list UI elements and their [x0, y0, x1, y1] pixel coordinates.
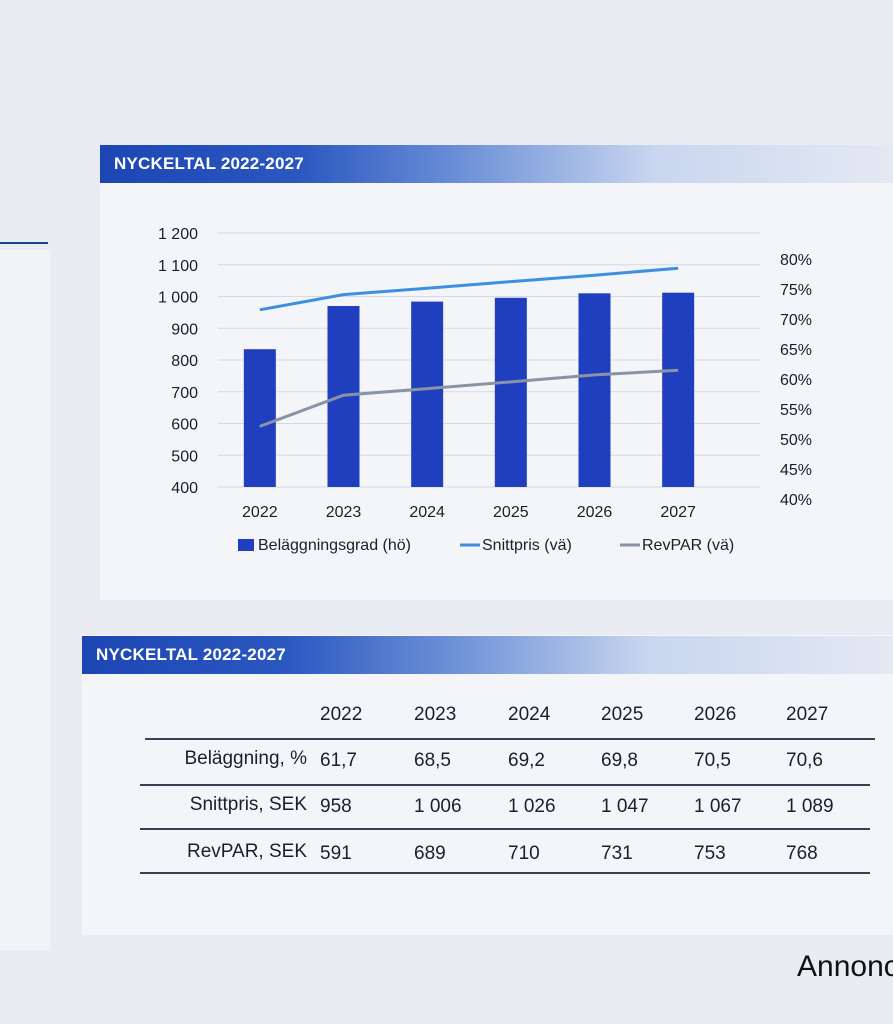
legend-label: Beläggningsgrad (hö)	[258, 537, 411, 554]
table-cell: 689	[414, 843, 446, 864]
x-tick-label: 2022	[242, 504, 278, 521]
table-rule	[140, 828, 870, 830]
table-cell: 69,8	[601, 750, 638, 771]
left-tick-label: 800	[171, 353, 198, 370]
table-cell: 69,2	[508, 750, 545, 771]
x-tick-label: 2026	[577, 504, 613, 521]
table-cell: 1 047	[601, 796, 649, 817]
legend-label: Snittpris (vä)	[482, 537, 572, 554]
right-tick-label: 60%	[780, 372, 812, 389]
table-cell: 68,5	[414, 750, 451, 771]
table-cell: 61,7	[320, 750, 357, 771]
table-cell: 1 026	[508, 796, 556, 817]
right-tick-label: 70%	[780, 312, 812, 329]
table-column-header: 2027	[786, 704, 829, 725]
table-row-label: RevPAR, SEK	[186, 841, 307, 862]
table-rule	[145, 738, 875, 740]
x-tick-label: 2027	[660, 504, 696, 521]
table-rule	[140, 784, 870, 786]
bar-series	[243, 292, 695, 487]
right-tick-label: 80%	[780, 252, 812, 269]
left-tick-label: 1 200	[158, 226, 198, 243]
left-panel	[0, 250, 50, 950]
right-tick-label: 45%	[780, 462, 812, 479]
bar-2027	[662, 292, 695, 487]
table-column-header: 2025	[601, 704, 644, 725]
table-section-title: NYCKELTAL 2022-2027	[82, 636, 893, 674]
table-column-header: 2024	[508, 704, 551, 725]
line-Snittpris (vä)	[259, 266, 679, 312]
left-tick-label: 1 100	[158, 258, 198, 275]
right-tick-label: 75%	[780, 282, 812, 299]
table-row-label: Snittpris, SEK	[189, 794, 307, 815]
right-tick-label: 50%	[780, 432, 812, 449]
x-tick-label: 2023	[326, 504, 362, 521]
table-column-header: 2023	[414, 704, 457, 725]
legend-label: RevPAR (vä)	[642, 537, 734, 554]
left-tick-label: 400	[171, 480, 198, 497]
line-RevPAR (vä)	[259, 368, 679, 428]
footer-text: Annonc	[797, 950, 893, 983]
x-tick-label: 2025	[493, 504, 529, 521]
table-cell: 958	[320, 796, 352, 817]
left-tick-label: 900	[171, 321, 198, 338]
right-tick-label: 40%	[780, 492, 812, 509]
table-column-header: 2026	[694, 704, 737, 725]
table-cell: 70,6	[786, 750, 823, 771]
left-tick-label: 600	[171, 417, 198, 434]
left-axis: 1 200 1 100 1 000 900 800 700 600 500 400	[158, 226, 198, 497]
line-series	[259, 266, 679, 428]
table-cell: 753	[694, 843, 726, 864]
table-cell: 768	[786, 843, 818, 864]
table-cell: 731	[601, 843, 633, 864]
table-row-label: Beläggning, %	[184, 748, 307, 769]
bar-2026	[578, 293, 611, 487]
bar-2025	[494, 297, 527, 487]
right-axis: 80% 75% 70% 65% 60% 55% 50% 45% 40%	[780, 252, 812, 509]
legend-swatch	[238, 539, 254, 551]
x-tick-label: 2024	[409, 504, 445, 521]
left-divider	[0, 242, 48, 244]
x-axis: 2022 2023 2024 2025 2026 2027	[242, 504, 696, 521]
legend: Beläggningsgrad (hö) Snittpris (vä) RevPAR…	[238, 537, 734, 554]
left-tick-label: 500	[171, 448, 198, 465]
bar-2024	[411, 301, 444, 487]
bar-2022	[243, 349, 276, 487]
table-column-header: 2022	[320, 704, 363, 725]
left-tick-label: 700	[171, 385, 198, 402]
chart: 1 200 1 100 1 000 900 800 700 600 500 400 80% 75%…	[158, 226, 812, 554]
table-cell: 1 067	[694, 796, 742, 817]
right-tick-label: 55%	[780, 402, 812, 419]
table-cell: 1 089	[786, 796, 834, 817]
left-tick-label: 1 000	[158, 290, 198, 307]
table-cell: 1 006	[414, 796, 462, 817]
chart-section-title: NYCKELTAL 2022-2027	[100, 145, 893, 183]
table-cell: 70,5	[694, 750, 731, 771]
table-cell: 710	[508, 843, 540, 864]
table-cell: 591	[320, 843, 352, 864]
right-tick-label: 65%	[780, 342, 812, 359]
table-rule	[140, 872, 870, 874]
